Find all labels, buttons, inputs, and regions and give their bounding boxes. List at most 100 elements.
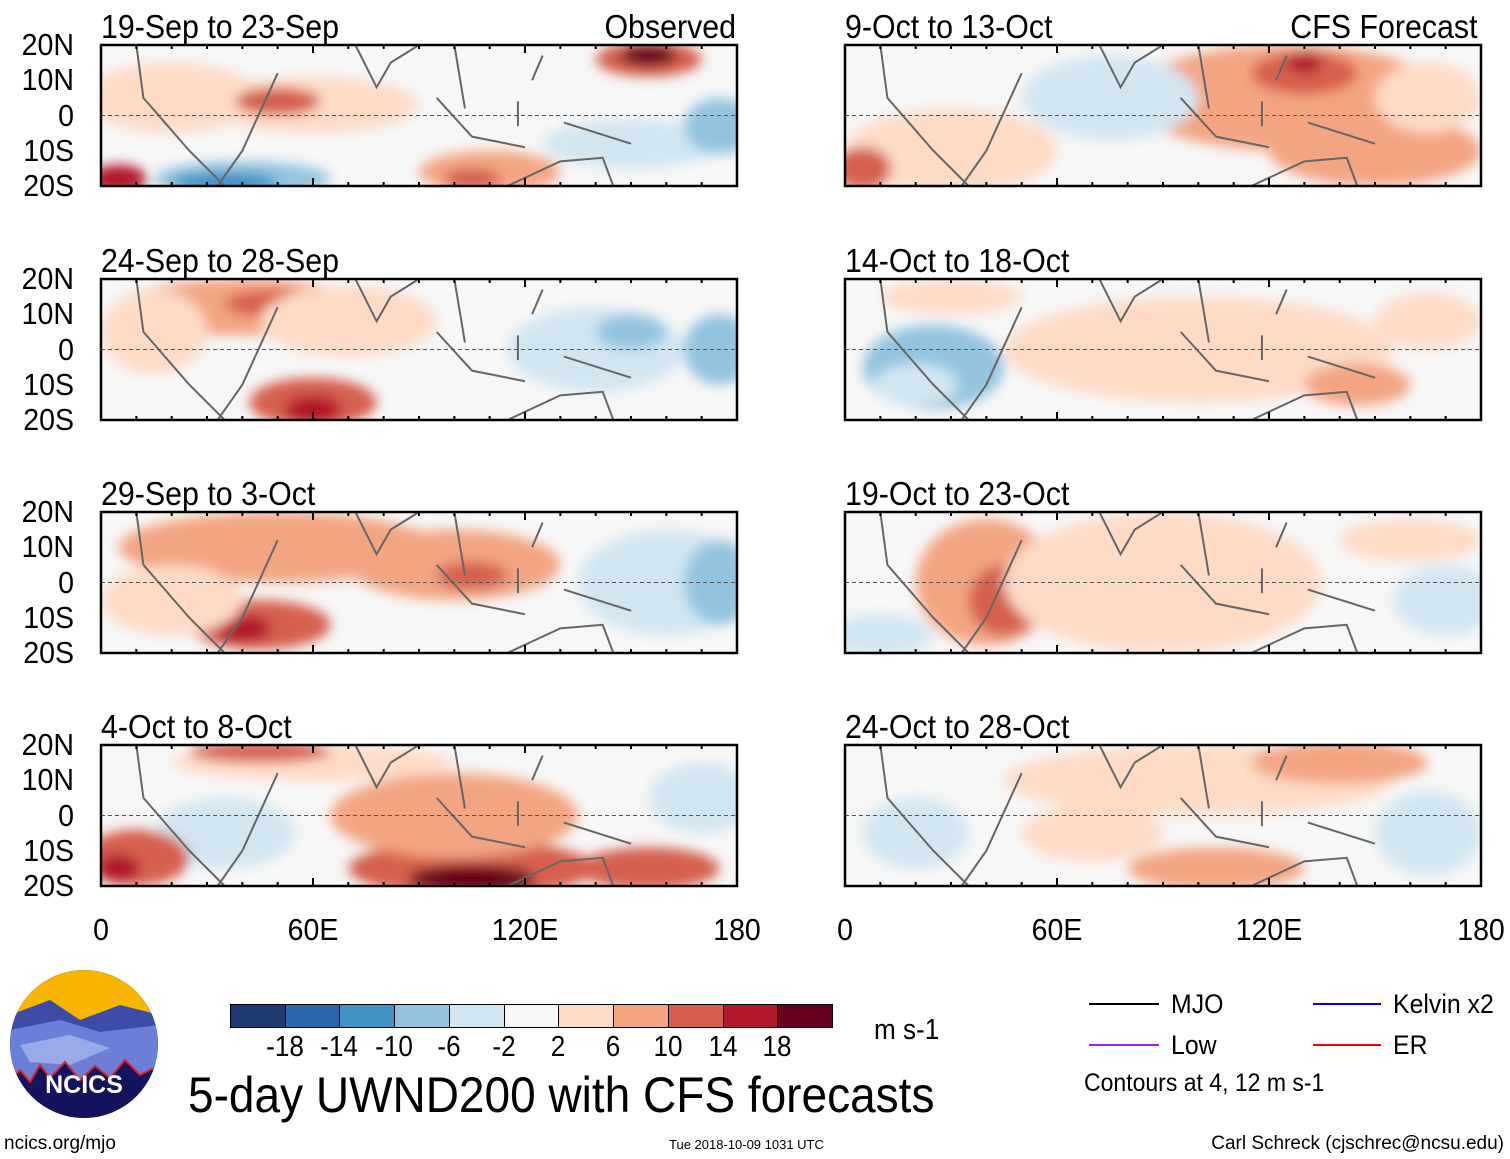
panel-title: 29-Sep to 3-Oct [101,475,316,512]
wind-anomaly-region [443,168,501,186]
wind-anomaly-region [1127,847,1305,886]
ncics-logo: NCICS [10,970,158,1118]
wind-anomaly-region [684,97,737,155]
lat-tick-label: 10S [23,366,74,402]
coastline [879,279,1376,420]
panel-title: 19-Oct to 23-Oct [845,475,1070,512]
wind-anomaly-region [235,87,321,116]
lat-tick-label: 0 [58,797,74,833]
wind-anomaly-region [1021,804,1163,862]
panel-title: 9-Oct to 13-Oct [845,8,1053,45]
wind-anomaly-region [1251,52,1358,95]
colorbar-swatch [667,1004,724,1028]
colorbar-swatch [503,1004,560,1028]
colorbar-swatch [613,1004,669,1028]
colorbar-label: -14 [320,1031,359,1063]
wind-anomaly-region [845,147,891,186]
wind-anomaly-region [1339,519,1481,562]
wind-anomaly-region [1375,293,1481,350]
lon-tick-label: 60E [287,912,339,947]
wind-anomaly-region [620,45,677,67]
panel-title: 19-Sep to 23-Sep [101,8,339,45]
colorbar-label: -2 [492,1031,516,1063]
map-panel [99,510,739,655]
colorbar-units: m s-1 [874,1014,940,1046]
wind-anomaly-region [1392,564,1481,636]
colorbar-swatch [558,1004,615,1028]
wind-anomaly-region [595,314,667,350]
panel-title: 24-Oct to 28-Oct [845,708,1070,745]
lon-tick-label: 0 [93,912,109,947]
lat-tick-label: 20N [21,261,74,296]
lat-tick-label: 10N [21,762,74,798]
lat-tick-label: 0 [58,564,74,600]
wind-anomaly-region [845,614,934,653]
lat-tick-label: 20N [21,494,74,529]
colorbar-label: 10 [653,1031,683,1063]
colorbar-swatch [777,1004,833,1028]
wind-anomaly-region [408,864,536,886]
lon-tick-label: 120E [491,912,559,947]
colorbar-swatch [722,1004,779,1028]
wind-anomaly-region [862,797,969,869]
map-panel [99,277,739,422]
colorbar-label: 14 [708,1031,738,1063]
panel-title: 14-Oct to 18-Oct [845,242,1070,279]
wind-anomaly-region [1304,363,1411,406]
coastline [135,745,632,886]
colorbar-swatch [284,1004,341,1028]
wind-anomaly-region [873,363,959,406]
wind-anomaly-region [1251,745,1428,784]
lon-tick-label: 180 [1457,912,1505,947]
wind-anomaly-region [101,289,207,375]
coastline [879,45,1376,186]
colorbar-swatch [394,1004,450,1028]
map-panel [99,743,739,888]
lat-tick-label: 20S [23,635,74,670]
wind-anomaly-region [171,171,278,186]
lon-tick-label: 0 [837,912,853,947]
lat-tick-label: 10S [23,832,74,868]
legend-low-label: Low [1171,1030,1217,1060]
lon-tick-label: 120E [1235,912,1303,947]
colorbar-swatch [448,1004,505,1028]
lon-tick-label: 180 [713,912,761,947]
coastline [135,512,632,653]
colorbar-label: 18 [762,1031,792,1063]
legend-low-line [1089,1044,1159,1046]
lat-tick-label: 0 [58,97,74,133]
footer-timestamp: Tue 2018-10-09 1031 UTC [669,1137,824,1152]
map-panel [99,43,739,188]
colorbar-swatch [339,1004,396,1028]
lat-tick-label: 20S [23,402,74,437]
lat-tick-label: 10N [21,296,74,332]
colorbar-label: -6 [437,1031,461,1063]
map-panel [843,277,1483,422]
logo-text: NCICS [45,1071,123,1099]
colorbar-label: 2 [551,1031,566,1063]
wind-anomaly-region [1375,62,1481,134]
coastline [879,512,1376,653]
lat-tick-label: 20N [21,727,74,762]
lat-tick-label: 20S [23,868,74,903]
colorbar-swatch [230,1004,286,1028]
colorbar-label: -18 [265,1031,304,1063]
legend-er-line [1313,1044,1381,1046]
coastline [879,745,1376,886]
colorbar-label: -10 [375,1031,414,1063]
lon-tick-label: 60E [1031,912,1083,947]
coastline [135,279,632,420]
legend-mjo-label: MJO [1171,989,1224,1019]
figure-title: 5-day UWND200 with CFS forecasts [188,1067,935,1123]
footer-url[interactable]: ncics.org/mjo [4,1133,116,1154]
contour-note: Contours at 4, 12 m s-1 [1084,1069,1325,1097]
legend-kelvin-label: Kelvin x2 [1393,989,1494,1019]
coastline [135,45,632,186]
legend-mjo-line [1089,1003,1159,1005]
lat-tick-label: 20S [23,168,74,203]
lat-tick-label: 20N [21,27,74,62]
colorbar-label: 6 [605,1031,621,1063]
footer-author: Carl Schreck (cjschrec@ncsu.edu) [1211,1133,1504,1154]
wind-anomaly-region [648,762,737,834]
cfs-forecast-label: CFS Forecast [1290,8,1478,45]
